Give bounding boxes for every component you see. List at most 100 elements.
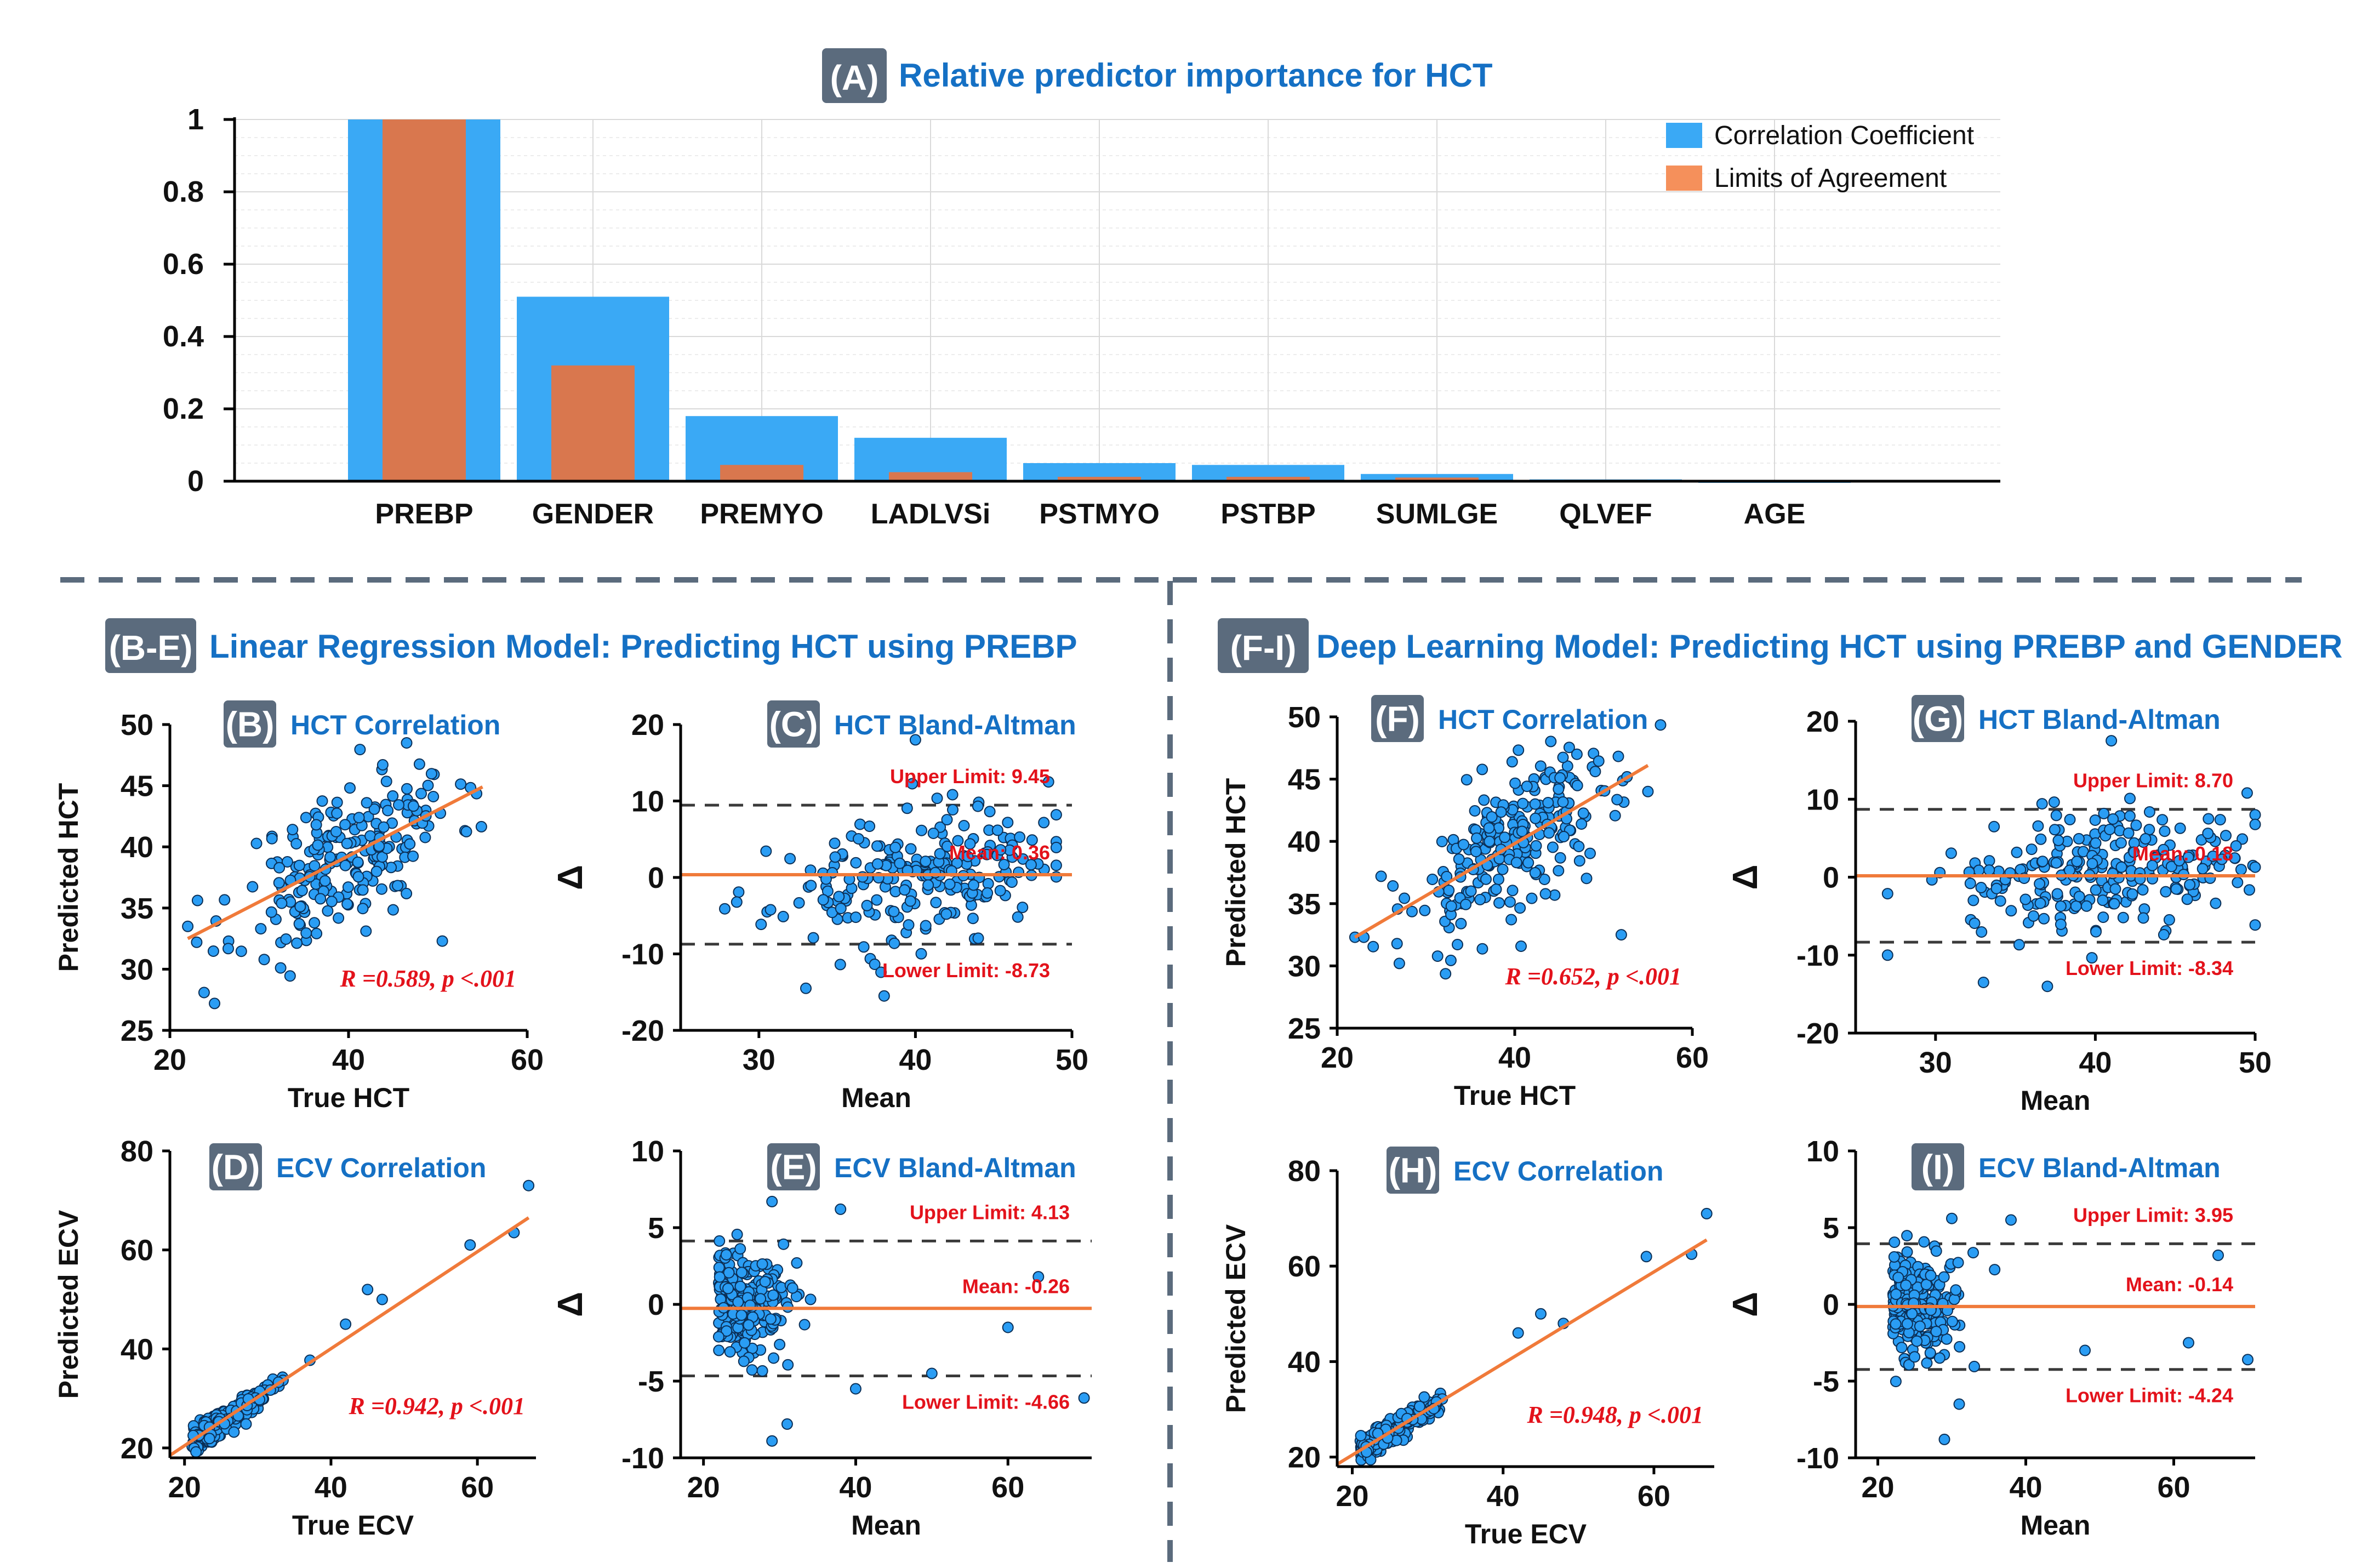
data-point xyxy=(1455,917,1467,930)
panel-h-subtitle: ECV Correlation xyxy=(1453,1156,1663,1187)
data-point xyxy=(927,828,939,839)
data-point xyxy=(2197,863,2209,875)
bar-loa-prebp xyxy=(383,119,466,481)
data-point xyxy=(888,937,900,949)
data-point xyxy=(1946,1212,1958,1224)
data-point xyxy=(250,837,263,849)
data-point xyxy=(1510,857,1522,869)
data-point xyxy=(1920,1279,1932,1291)
data-point xyxy=(765,904,777,916)
data-point xyxy=(944,878,956,890)
y-tick-label: 30 xyxy=(121,953,153,986)
y-tick-label: 40 xyxy=(121,831,153,864)
data-point xyxy=(1655,719,1667,731)
bar-loa-pstmyo xyxy=(1058,477,1141,481)
data-point xyxy=(1901,1246,1913,1258)
data-point xyxy=(2032,820,2044,832)
bar-loa-premyo xyxy=(720,465,803,481)
mean-label: Mean: -0.26 xyxy=(962,1275,1070,1297)
data-point xyxy=(310,819,322,831)
data-point xyxy=(1573,841,1585,852)
data-point xyxy=(946,789,959,801)
data-point xyxy=(901,802,913,814)
data-point xyxy=(357,903,369,915)
data-point xyxy=(920,856,932,868)
y-tick-label: 60 xyxy=(1288,1250,1321,1283)
lower-limit-label: Lower Limit: -8.34 xyxy=(2066,957,2233,979)
x-tick-label: 50 xyxy=(2239,1046,2272,1079)
panel-g-tag-text: (G) xyxy=(1913,699,1963,738)
data-point xyxy=(1367,940,1379,953)
data-point xyxy=(352,871,364,883)
data-point xyxy=(1948,1293,1960,1305)
mean-label: Mean: -0.14 xyxy=(2126,1273,2233,1296)
data-point xyxy=(300,927,312,939)
data-point xyxy=(2137,884,2149,896)
data-point xyxy=(1499,831,1511,843)
section-right-tag: (F-I) xyxy=(1218,618,1309,673)
scatter-points xyxy=(1349,719,1667,980)
y-tick-label: 0 xyxy=(1823,1288,1839,1321)
data-point xyxy=(967,913,979,925)
data-point xyxy=(1557,796,1569,808)
data-point xyxy=(994,885,1006,897)
data-point xyxy=(1478,794,1490,806)
data-point xyxy=(768,1352,780,1364)
data-point xyxy=(766,1195,778,1207)
data-point xyxy=(1509,777,1521,789)
x-tick-label: 50 xyxy=(1056,1044,1088,1076)
data-point xyxy=(1440,968,1452,980)
data-point xyxy=(2124,810,2136,822)
data-point xyxy=(280,933,292,945)
y-tick-label: 50 xyxy=(121,709,153,742)
data-point xyxy=(209,997,220,1010)
upper-limit-label: Upper Limit: 8.70 xyxy=(2073,769,2233,792)
section-left-tag-text: (B-E) xyxy=(109,628,193,668)
data-point xyxy=(1954,1341,1966,1353)
data-point xyxy=(1521,780,1533,792)
y-axis-label: Δ xyxy=(1725,865,1765,890)
data-point xyxy=(273,862,286,874)
data-point xyxy=(1989,1264,2001,1276)
data-point xyxy=(2214,814,2226,826)
data-point xyxy=(1538,874,1550,885)
y-axis-label: Δ xyxy=(550,865,590,890)
data-point xyxy=(958,820,970,831)
data-point xyxy=(1436,836,1448,847)
data-point xyxy=(916,824,927,836)
y-tick-label: 0 xyxy=(648,862,664,894)
panel-d-tag: (D) xyxy=(209,1143,262,1190)
y-tick-label: 0 xyxy=(648,1288,664,1321)
upper-limit-label: Upper Limit: 9.45 xyxy=(890,765,1050,788)
data-point xyxy=(805,880,817,892)
data-point xyxy=(1953,1398,1965,1410)
data-point xyxy=(464,1239,476,1251)
data-point xyxy=(871,858,883,870)
data-point xyxy=(875,966,887,978)
data-point xyxy=(309,917,321,929)
data-point xyxy=(341,898,353,910)
data-point xyxy=(1933,1352,1946,1364)
panel-e: (E) ECV Bland-Altman Upper Limit: 4.13 Mean… xyxy=(550,1135,1092,1541)
x-tick-label: 60 xyxy=(511,1044,544,1076)
data-point xyxy=(2055,919,2067,930)
data-point xyxy=(858,941,870,953)
data-point xyxy=(324,851,336,863)
panel-f-tag-text: (F) xyxy=(1375,699,1420,738)
data-point xyxy=(1516,825,1528,837)
data-point xyxy=(401,887,413,899)
data-point xyxy=(1418,1391,1430,1403)
mean-label: Mean: 0.36 xyxy=(949,841,1050,864)
data-point xyxy=(2019,893,2032,905)
data-point xyxy=(404,838,416,850)
data-point xyxy=(2249,861,2261,873)
data-point xyxy=(734,1280,746,1292)
data-point xyxy=(864,820,876,833)
panel-f-tag-box xyxy=(1371,695,1424,742)
data-point xyxy=(952,835,964,847)
panel-h: (H) ECV Correlation R =0.948, p <.001 20 40 6… xyxy=(1220,1147,1714,1549)
data-point xyxy=(951,857,963,869)
data-point xyxy=(2036,856,2049,868)
data-point xyxy=(326,896,338,908)
data-point xyxy=(829,837,841,849)
